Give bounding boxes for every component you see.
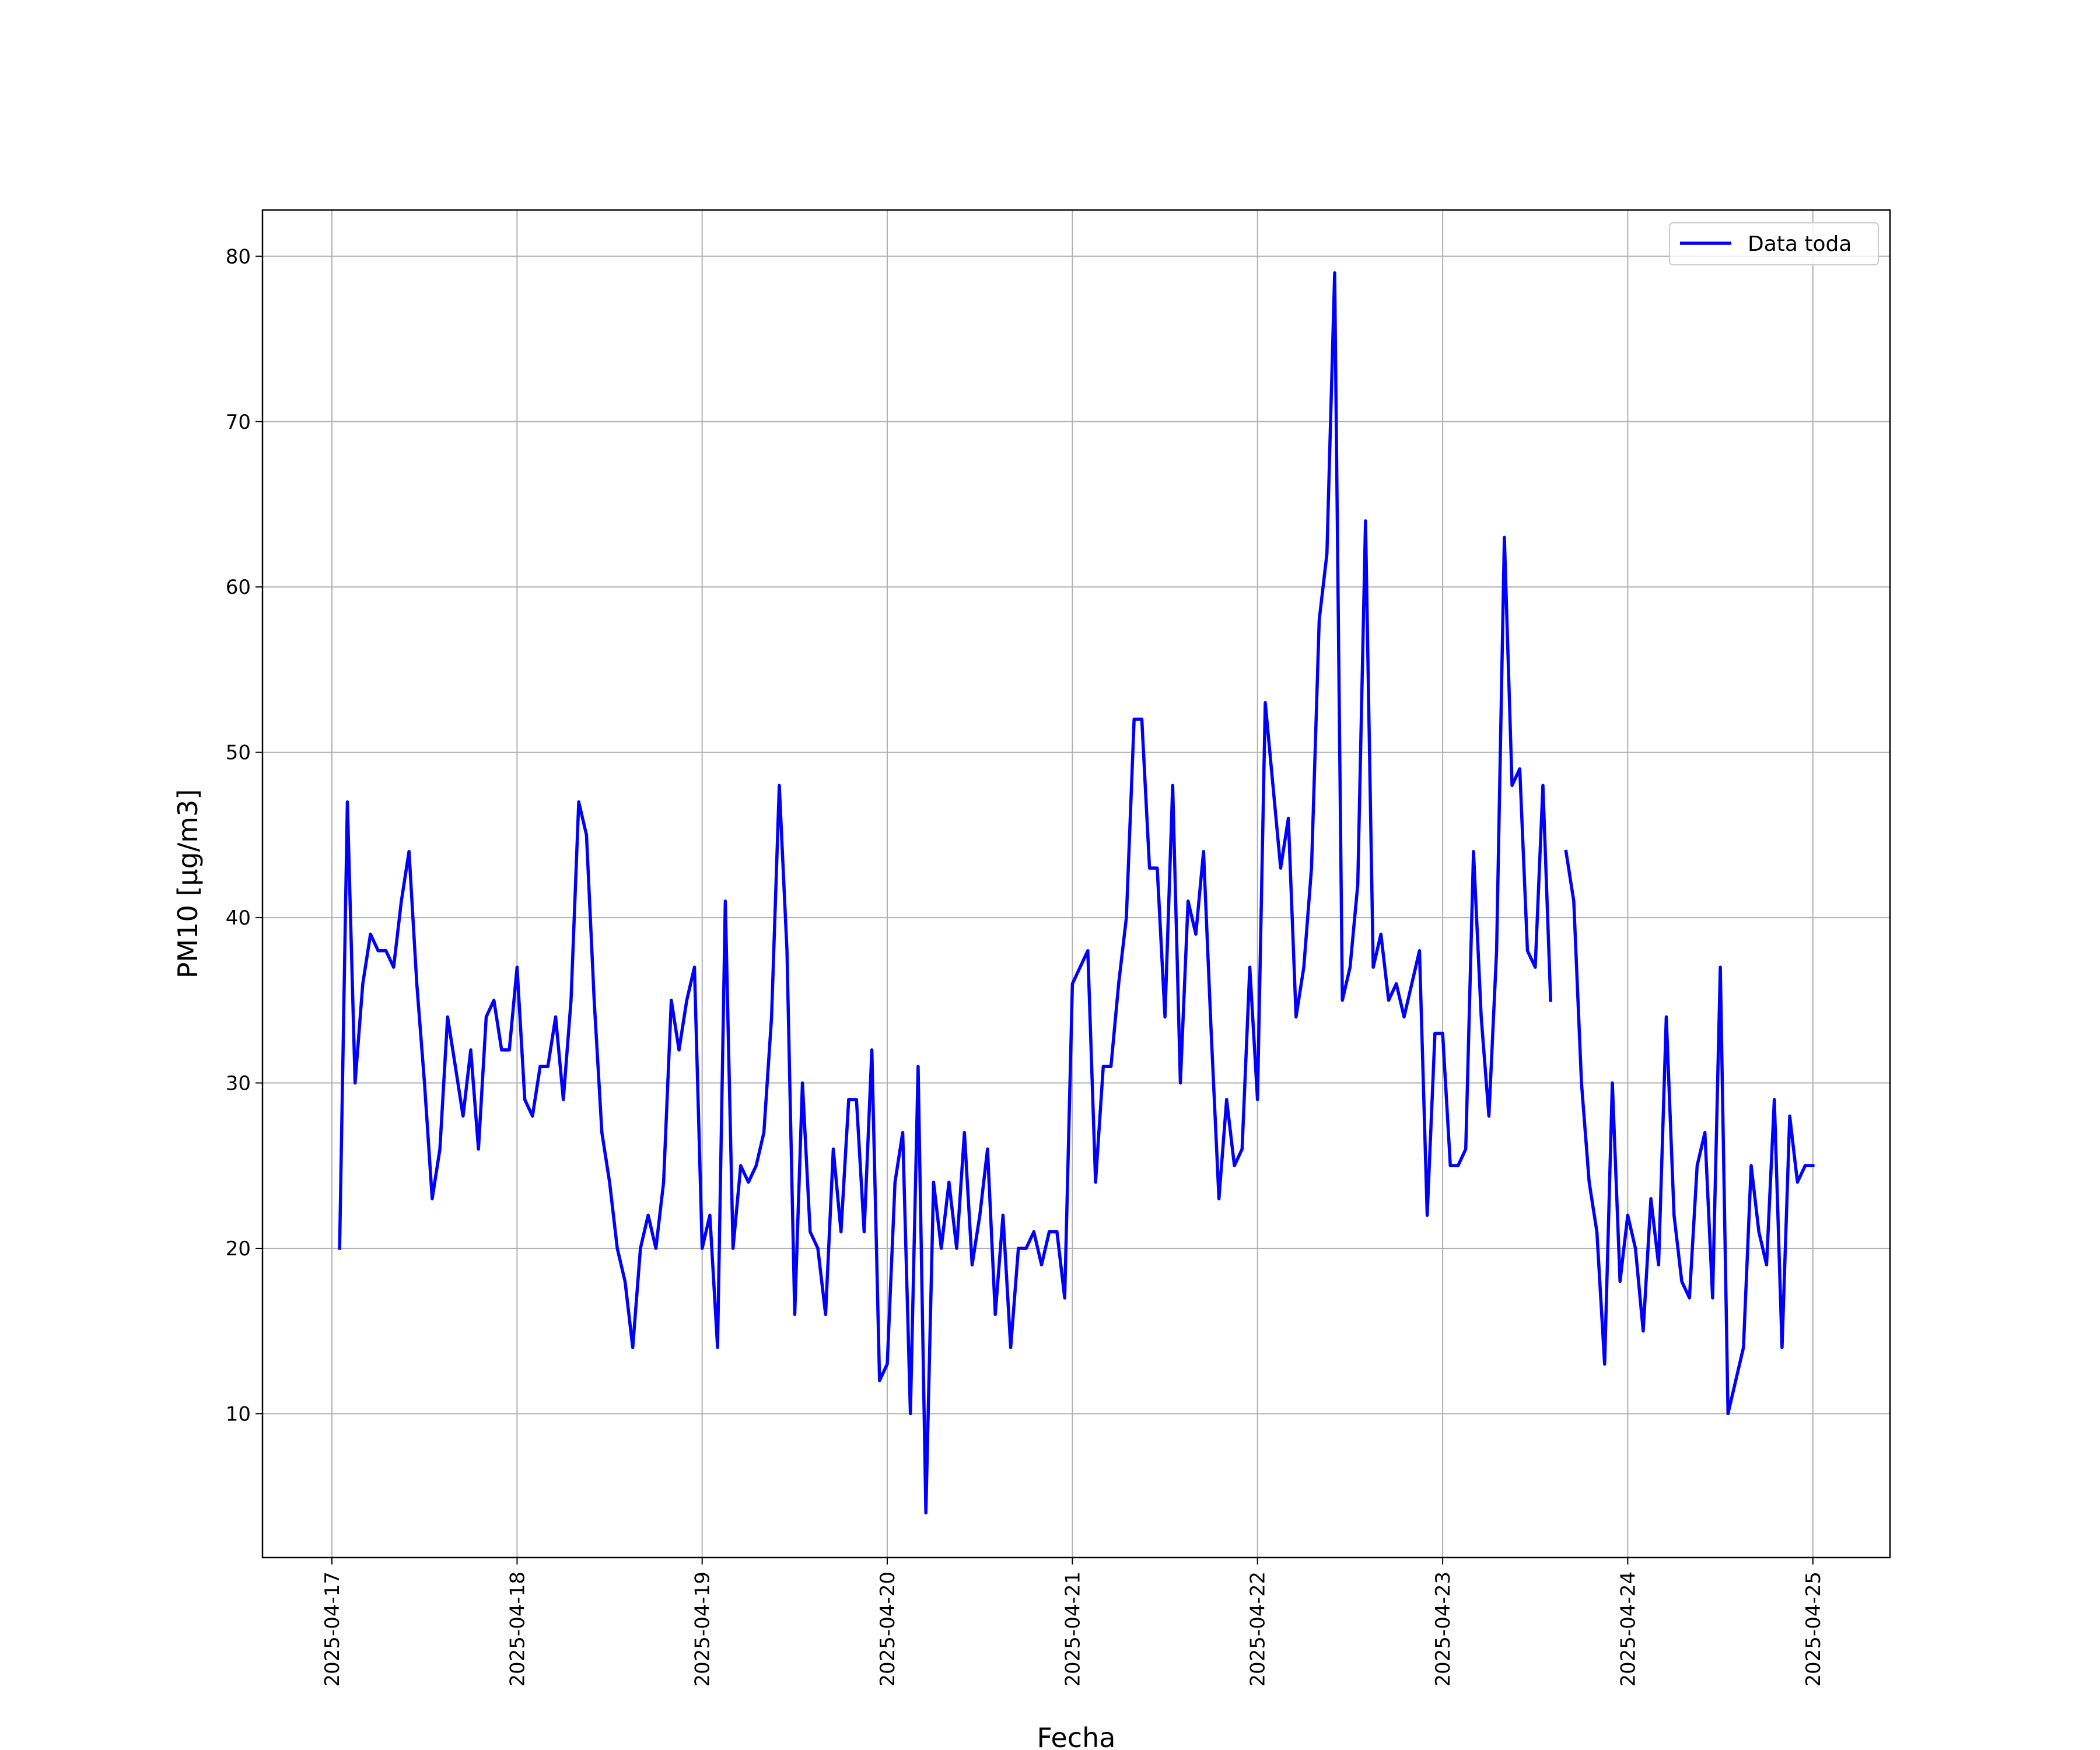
y-tick-label: 30 bbox=[226, 1072, 251, 1096]
y-tick-label: 50 bbox=[226, 741, 251, 765]
legend-label: Data toda bbox=[1748, 232, 1852, 256]
x-tick-label: 2025-04-25 bbox=[1802, 1572, 1825, 1687]
x-tick-label: 2025-04-17 bbox=[321, 1572, 344, 1687]
y-tick-label: 70 bbox=[226, 411, 251, 434]
y-axis-label: PM10 [μg/m3] bbox=[172, 789, 204, 979]
series-lines bbox=[338, 271, 1815, 1515]
x-tick-label: 2025-04-20 bbox=[876, 1572, 900, 1687]
x-tick-label: 2025-04-19 bbox=[691, 1572, 715, 1687]
y-tick-label: 10 bbox=[226, 1402, 251, 1426]
legend-box bbox=[1669, 222, 1879, 265]
x-tick-label: 2025-04-23 bbox=[1432, 1572, 1455, 1687]
x-tick-label: 2025-04-21 bbox=[1061, 1572, 1084, 1687]
x-tick-label: 2025-04-18 bbox=[506, 1572, 529, 1687]
plot-area-frame bbox=[261, 209, 1891, 1559]
x-axis-label: Fecha bbox=[1037, 1722, 1116, 1750]
x-tick-label: 2025-04-22 bbox=[1247, 1572, 1270, 1687]
y-tick-label: 20 bbox=[226, 1237, 251, 1261]
x-axis-ticks: 2025-04-17 2025-04-18 2025-04-19 2025-04-20… bbox=[321, 1558, 1825, 1687]
y-tick-label: 80 bbox=[226, 245, 251, 268]
legend: Data toda bbox=[1669, 222, 1879, 265]
y-tick-label: 40 bbox=[226, 907, 251, 930]
y-axis-ticks: 10 20 30 40 50 60 70 80 bbox=[226, 245, 262, 1426]
y-tick-label: 60 bbox=[226, 576, 251, 599]
x-tick-label: 2025-04-24 bbox=[1616, 1572, 1640, 1687]
series-line bbox=[338, 271, 1815, 1515]
